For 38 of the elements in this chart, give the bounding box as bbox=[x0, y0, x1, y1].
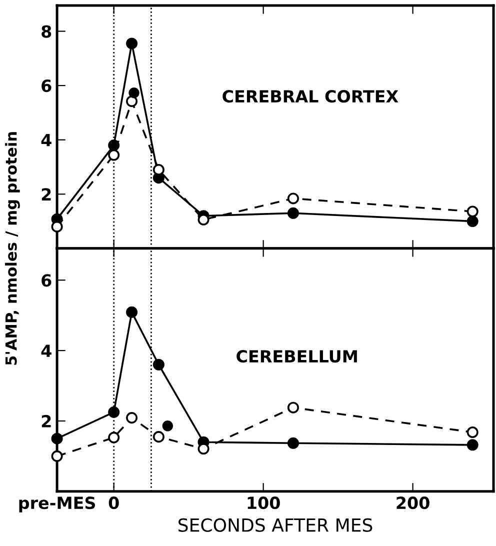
point bbox=[287, 437, 299, 449]
point bbox=[108, 432, 120, 444]
point bbox=[287, 402, 299, 414]
y-tick-label: 6 bbox=[42, 274, 52, 287]
y-tick-label: 6 bbox=[42, 80, 52, 92]
point bbox=[126, 306, 138, 318]
point bbox=[466, 206, 478, 218]
point bbox=[162, 420, 174, 432]
y-tick-label: 2 bbox=[42, 188, 51, 200]
point bbox=[466, 216, 478, 228]
x-axis-title: SECONDS AFTER MES bbox=[178, 518, 372, 532]
point bbox=[466, 426, 478, 438]
point bbox=[152, 431, 164, 443]
point bbox=[108, 149, 120, 161]
x-tick-label: 200 bbox=[396, 496, 430, 510]
point bbox=[51, 432, 63, 444]
point bbox=[51, 450, 63, 462]
point bbox=[152, 164, 164, 176]
annotation: CEREBRAL CORTEX bbox=[222, 90, 398, 103]
y-tick-label: 8 bbox=[42, 25, 52, 38]
y-tick-label: 2 bbox=[42, 414, 51, 428]
point bbox=[126, 412, 138, 424]
y-tick-label: 4 bbox=[41, 344, 52, 357]
x-tick-label: 100 bbox=[248, 496, 280, 510]
point bbox=[108, 406, 120, 418]
x-tick-label: pre-MES bbox=[19, 496, 95, 512]
y-axis-title: 5'AMP, nmoles / mg protein bbox=[5, 132, 20, 365]
point bbox=[287, 207, 299, 219]
y-tick-label: 4 bbox=[41, 134, 52, 146]
annotation: CEREBELLUM bbox=[236, 350, 357, 363]
point bbox=[287, 192, 299, 204]
point bbox=[128, 88, 140, 98]
point bbox=[152, 358, 164, 370]
point bbox=[126, 96, 138, 108]
point bbox=[198, 443, 210, 455]
point bbox=[466, 439, 478, 451]
x-tick-label: 0 bbox=[108, 496, 119, 510]
point bbox=[126, 38, 138, 50]
